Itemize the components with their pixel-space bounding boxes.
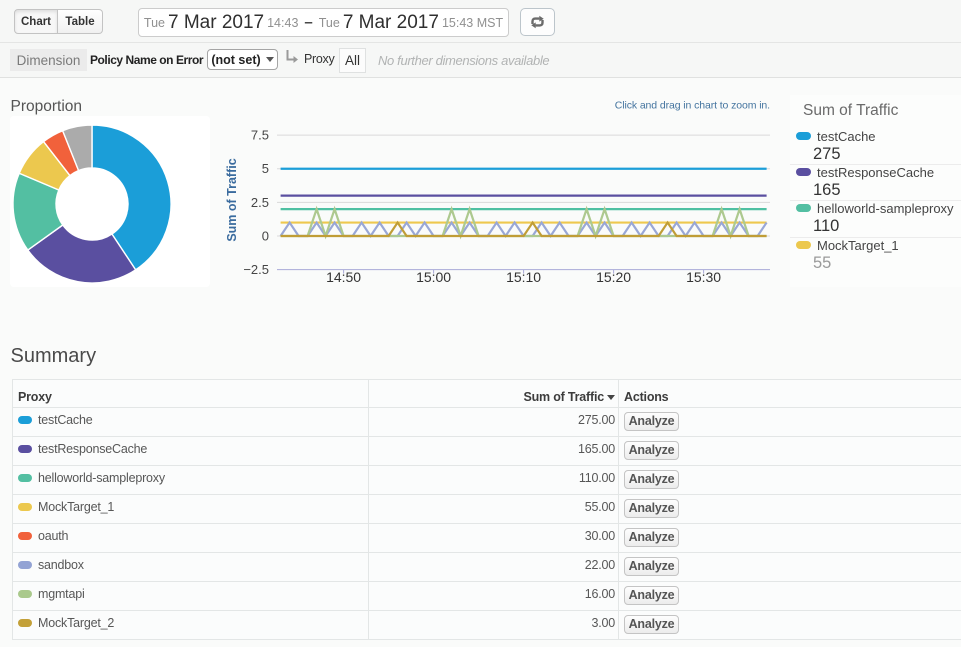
svg-text:7.5: 7.5 (251, 128, 269, 143)
svg-text:14:50: 14:50 (326, 269, 361, 285)
svg-text:Sum of Traffic: Sum of Traffic (225, 158, 239, 241)
svg-text:−2.5: −2.5 (243, 262, 269, 277)
svg-text:2.5: 2.5 (251, 195, 269, 210)
svg-text:15:10: 15:10 (506, 269, 541, 285)
svg-text:15:30: 15:30 (686, 269, 721, 285)
svg-text:Click and drag in chart to zoo: Click and drag in chart to zoom in. (615, 100, 770, 112)
svg-text:0: 0 (262, 229, 269, 244)
svg-text:15:20: 15:20 (596, 269, 631, 285)
svg-text:5: 5 (262, 161, 269, 176)
svg-text:15:00: 15:00 (416, 269, 451, 285)
